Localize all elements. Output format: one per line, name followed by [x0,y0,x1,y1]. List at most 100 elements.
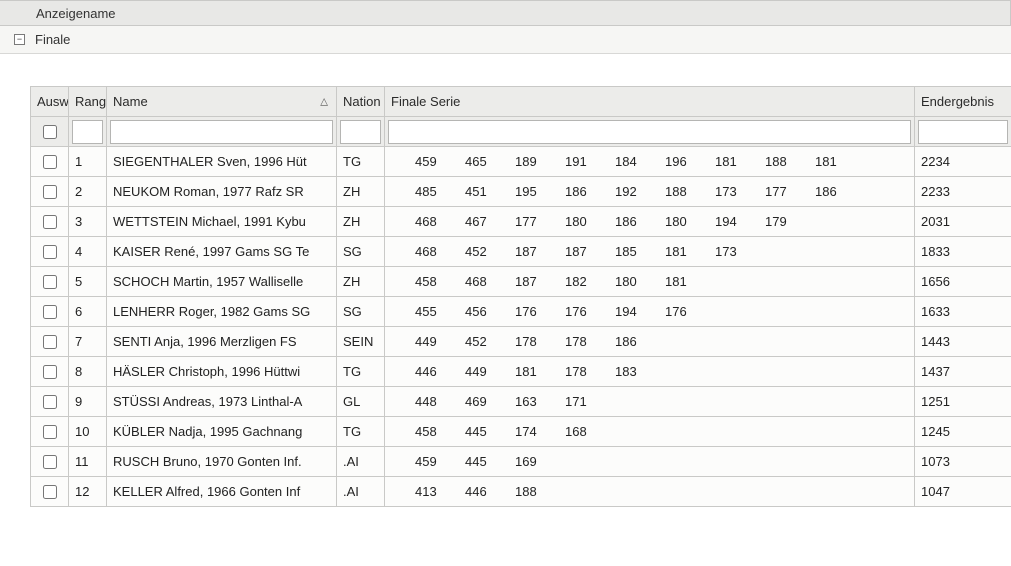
serie-value: 196 [665,154,715,169]
serie-value: 448 [415,394,465,409]
row-select-checkbox[interactable] [43,275,57,289]
serie-value: 455 [415,304,465,319]
row-select-checkbox[interactable] [43,455,57,469]
serie-value: 168 [565,424,615,439]
row-select-checkbox[interactable] [43,185,57,199]
serie-value: 195 [515,184,565,199]
row-select-checkbox[interactable] [43,425,57,439]
serie-value: 179 [765,214,815,229]
cell-serie: 468452187187185181173 [385,237,915,267]
serie-value: 446 [465,484,515,499]
table-row[interactable]: 9STÜSSI Andreas, 1973 Linthal-AGL4484691… [31,387,1011,417]
results-table: Ausw Rang Name △ Nation Finale Serie End… [30,86,1011,507]
filter-row [31,117,1011,147]
serie-value: 176 [515,304,565,319]
serie-value [765,484,815,499]
table-row[interactable]: 6LENHERR Roger, 1982 Gams SGSG4554561761… [31,297,1011,327]
row-select-checkbox[interactable] [43,365,57,379]
row-select-checkbox[interactable] [43,305,57,319]
filter-result-input[interactable] [918,120,1008,144]
cell-name: SIEGENTHALER Sven, 1996 Hüt [107,147,337,177]
column-header-name[interactable]: Name △ [107,87,337,117]
cell-rang: 3 [69,207,107,237]
column-header-rang[interactable]: Rang [69,87,107,117]
cell-result: 1245 [915,417,1011,447]
serie-value [665,424,715,439]
table-row[interactable]: 3WETTSTEIN Michael, 1991 KybuZH468467177… [31,207,1011,237]
cell-name: KÜBLER Nadja, 1995 Gachnang [107,417,337,447]
serie-value: 181 [715,154,765,169]
cell-name: HÄSLER Christoph, 1996 Hüttwi [107,357,337,387]
serie-value: 182 [565,274,615,289]
serie-value [815,484,865,499]
serie-value: 180 [665,214,715,229]
cell-rang: 6 [69,297,107,327]
serie-value: 163 [515,394,565,409]
cell-name: SCHOCH Martin, 1957 Walliselle [107,267,337,297]
filter-serie-input[interactable] [388,120,911,144]
row-select-checkbox[interactable] [43,335,57,349]
filter-ausw-checkbox[interactable] [43,125,57,139]
serie-value [665,454,715,469]
serie-value: 468 [415,244,465,259]
cell-nation: TG [337,357,385,387]
row-select-checkbox[interactable] [43,155,57,169]
column-header-nation-label: Nation [343,94,381,109]
row-select-checkbox[interactable] [43,215,57,229]
column-header-nation[interactable]: Nation [337,87,385,117]
cell-ausw [31,357,69,387]
table-row[interactable]: 4KAISER René, 1997 Gams SG TeSG468452187… [31,237,1011,267]
serie-value: 456 [465,304,515,319]
cell-serie: 458445174168 [385,417,915,447]
serie-value: 413 [415,484,465,499]
cell-result: 1443 [915,327,1011,357]
serie-value [815,244,865,259]
cell-name: RUSCH Bruno, 1970 Gonten Inf. [107,447,337,477]
cell-ausw [31,387,69,417]
table-row[interactable]: 5SCHOCH Martin, 1957 WalliselleZH4584681… [31,267,1011,297]
column-header-ausw[interactable]: Ausw [31,87,69,117]
collapse-icon[interactable]: − [14,34,25,45]
serie-value: 191 [565,154,615,169]
cell-ausw [31,417,69,447]
serie-value: 177 [515,214,565,229]
serie-value: 188 [765,154,815,169]
group-row-finale[interactable]: − Finale [0,26,1011,54]
serie-value [815,274,865,289]
filter-rang-input[interactable] [72,120,103,144]
serie-value [815,394,865,409]
serie-value: 468 [415,214,465,229]
filter-nation-input[interactable] [340,120,381,144]
outer-column-header[interactable]: Anzeigename [0,0,1011,26]
serie-value [715,394,765,409]
cell-nation: SG [337,237,385,267]
serie-value [665,334,715,349]
serie-value [615,454,665,469]
cell-rang: 7 [69,327,107,357]
row-select-checkbox[interactable] [43,395,57,409]
serie-value: 181 [665,244,715,259]
serie-value: 449 [465,364,515,379]
serie-value [765,394,815,409]
cell-nation: SG [337,297,385,327]
serie-value: 184 [615,154,665,169]
row-select-checkbox[interactable] [43,245,57,259]
table-row[interactable]: 1SIEGENTHALER Sven, 1996 HütTG4594651891… [31,147,1011,177]
serie-value: 178 [565,364,615,379]
table-row[interactable]: 10KÜBLER Nadja, 1995 GachnangTG458445174… [31,417,1011,447]
cell-serie: 458468187182180181 [385,267,915,297]
serie-value: 465 [465,154,515,169]
cell-nation: TG [337,417,385,447]
cell-ausw [31,297,69,327]
serie-value [765,244,815,259]
table-row[interactable]: 7SENTI Anja, 1996 Merzligen FSSEIN449452… [31,327,1011,357]
row-select-checkbox[interactable] [43,485,57,499]
column-header-serie[interactable]: Finale Serie [385,87,915,117]
column-header-result[interactable]: Endergebnis [915,87,1011,117]
serie-value: 183 [615,364,665,379]
table-row[interactable]: 2NEUKOM Roman, 1977 Rafz SRZH48545119518… [31,177,1011,207]
table-row[interactable]: 12KELLER Alfred, 1966 Gonten Inf.AI41344… [31,477,1011,507]
table-row[interactable]: 11RUSCH Bruno, 1970 Gonten Inf..AI459445… [31,447,1011,477]
table-row[interactable]: 8HÄSLER Christoph, 1996 HüttwiTG44644918… [31,357,1011,387]
filter-name-input[interactable] [110,120,333,144]
